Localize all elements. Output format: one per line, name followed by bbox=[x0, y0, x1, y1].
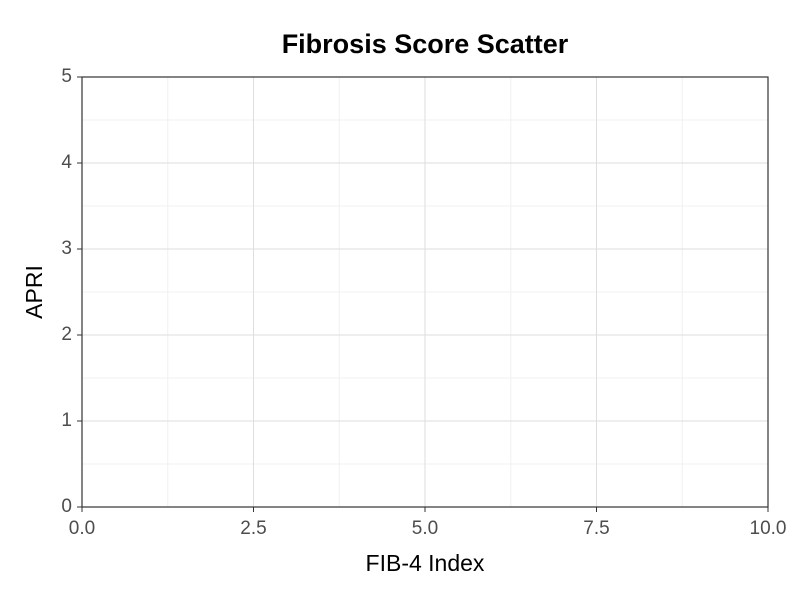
x-axis-label: FIB-4 Index bbox=[366, 550, 485, 576]
y-tick-label: 4 bbox=[61, 152, 72, 173]
y-axis-label: APRI bbox=[21, 265, 47, 319]
x-tick-label: 5.0 bbox=[412, 518, 438, 539]
y-tick-label: 2 bbox=[61, 324, 72, 345]
plot-border bbox=[81, 76, 769, 508]
y-tick-label: 3 bbox=[61, 238, 72, 259]
chart-title: Fibrosis Score Scatter bbox=[282, 29, 569, 59]
y-tick-label: 0 bbox=[61, 496, 72, 517]
y-tick-label: 1 bbox=[61, 410, 72, 431]
x-tick-label: 7.5 bbox=[583, 518, 609, 539]
x-tick-label: 10.0 bbox=[750, 518, 787, 539]
x-tick-label: 2.5 bbox=[240, 518, 266, 539]
x-tick-label: 0.0 bbox=[69, 518, 95, 539]
y-tick-label: 5 bbox=[61, 66, 72, 87]
